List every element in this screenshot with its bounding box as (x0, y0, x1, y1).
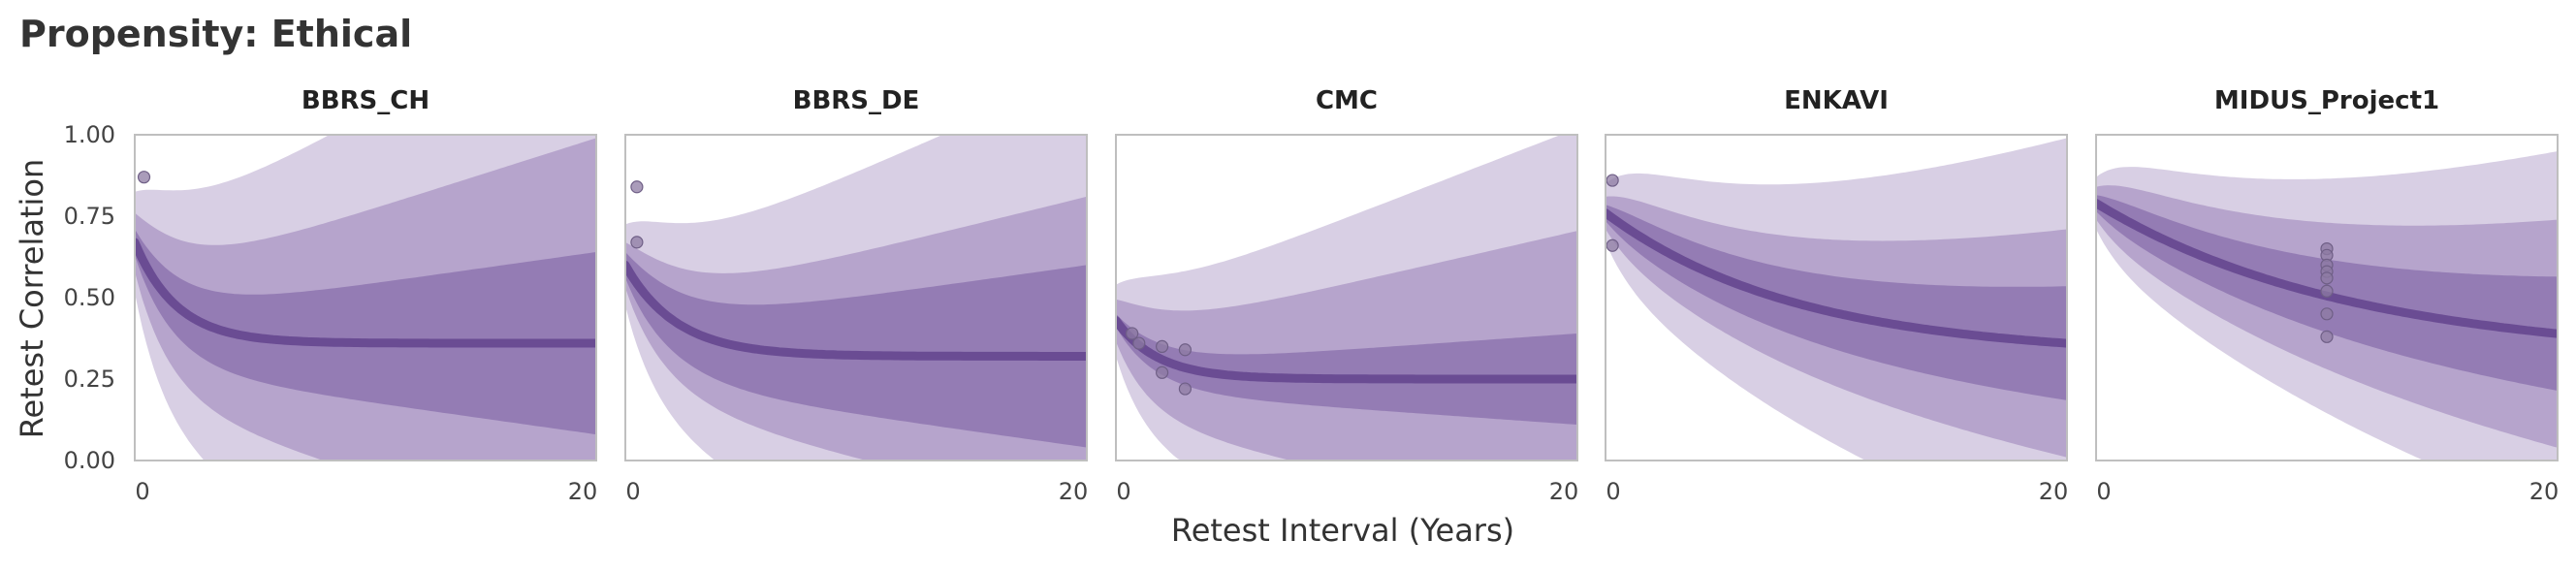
band-inner (625, 252, 1087, 448)
chart-title: Propensity: Ethical (19, 13, 412, 55)
data-point (1606, 238, 1619, 252)
data-point (1606, 174, 1619, 187)
data-point (630, 180, 644, 194)
panel-frame (1115, 134, 1578, 461)
data-point (2320, 284, 2334, 298)
panel-frame (134, 134, 597, 461)
panel-title: MIDUS_Project1 (2214, 86, 2439, 115)
data-point (1132, 336, 1146, 350)
median-line (625, 260, 1087, 361)
y-tick-label: 0.50 (64, 284, 115, 311)
x-tick-label: 0 (1606, 478, 1620, 505)
data-point (137, 171, 151, 184)
data-point (2320, 330, 2334, 343)
median-line (1606, 208, 2067, 348)
band-inner (135, 229, 596, 435)
x-tick-label: 20 (2529, 478, 2560, 505)
panel-title: BBRS_DE (793, 86, 920, 115)
y-tick-label: 0.00 (64, 447, 115, 474)
panel-enkavi: ENKAVI 0 20 (1605, 86, 2069, 505)
panel-title: ENKAVI (1784, 86, 1889, 115)
plot-area (135, 135, 596, 461)
panel-frame (2095, 134, 2559, 461)
y-axis-label-group: Retest Correlation (14, 159, 50, 439)
data-point (1155, 365, 1169, 379)
panel-cmc: CMC 0 20 (1115, 86, 1579, 505)
panel-midus-project1: MIDUS_Project1 0 20 (2095, 86, 2560, 505)
data-point (2320, 271, 2334, 285)
plot-area (1606, 138, 2067, 461)
data-point (2320, 307, 2334, 321)
x-axis-label: Retest Interval (Years) (1171, 512, 1514, 549)
panels-group: BBRS_CH 0 20 0.00 0.25 0.50 0.75 1.00 BBRS_DE 0 20… (64, 86, 2560, 505)
y-tick-label: 1.00 (64, 121, 115, 148)
data-point (1126, 327, 1139, 340)
panel-title: BBRS_CH (302, 86, 429, 115)
panel-frame (624, 134, 1088, 461)
x-tick-label: 20 (1549, 478, 1579, 505)
plot-area (625, 135, 1087, 461)
median-line (135, 238, 596, 348)
panel-title: CMC (1316, 86, 1378, 115)
panel-bbrs-ch: BBRS_CH 0 20 0.00 0.25 0.50 0.75 1.00 (64, 86, 598, 505)
y-axis-label: Retest Correlation (14, 159, 50, 439)
data-point (1155, 339, 1169, 353)
panel-frame (1605, 134, 2068, 461)
x-tick-label: 0 (625, 478, 640, 505)
plot-area (1116, 135, 1577, 461)
x-tick-label: 0 (2096, 478, 2111, 505)
plot-area (2096, 151, 2558, 461)
x-tick-label: 0 (1116, 478, 1130, 505)
y-tick-label: 0.75 (64, 203, 115, 230)
data-point (630, 236, 644, 249)
band-inner (1116, 313, 1577, 425)
data-point (1178, 382, 1193, 396)
x-tick-label: 20 (2039, 478, 2069, 505)
band-inner (1606, 205, 2067, 400)
x-tick-label: 20 (568, 478, 598, 505)
x-tick-label: 20 (1059, 478, 1089, 505)
y-tick-label: 0.25 (64, 365, 115, 393)
panel-bbrs-de: BBRS_DE 0 20 (624, 86, 1089, 505)
median-line (1116, 316, 1577, 384)
data-point (1178, 343, 1193, 357)
x-tick-label: 0 (135, 478, 149, 505)
